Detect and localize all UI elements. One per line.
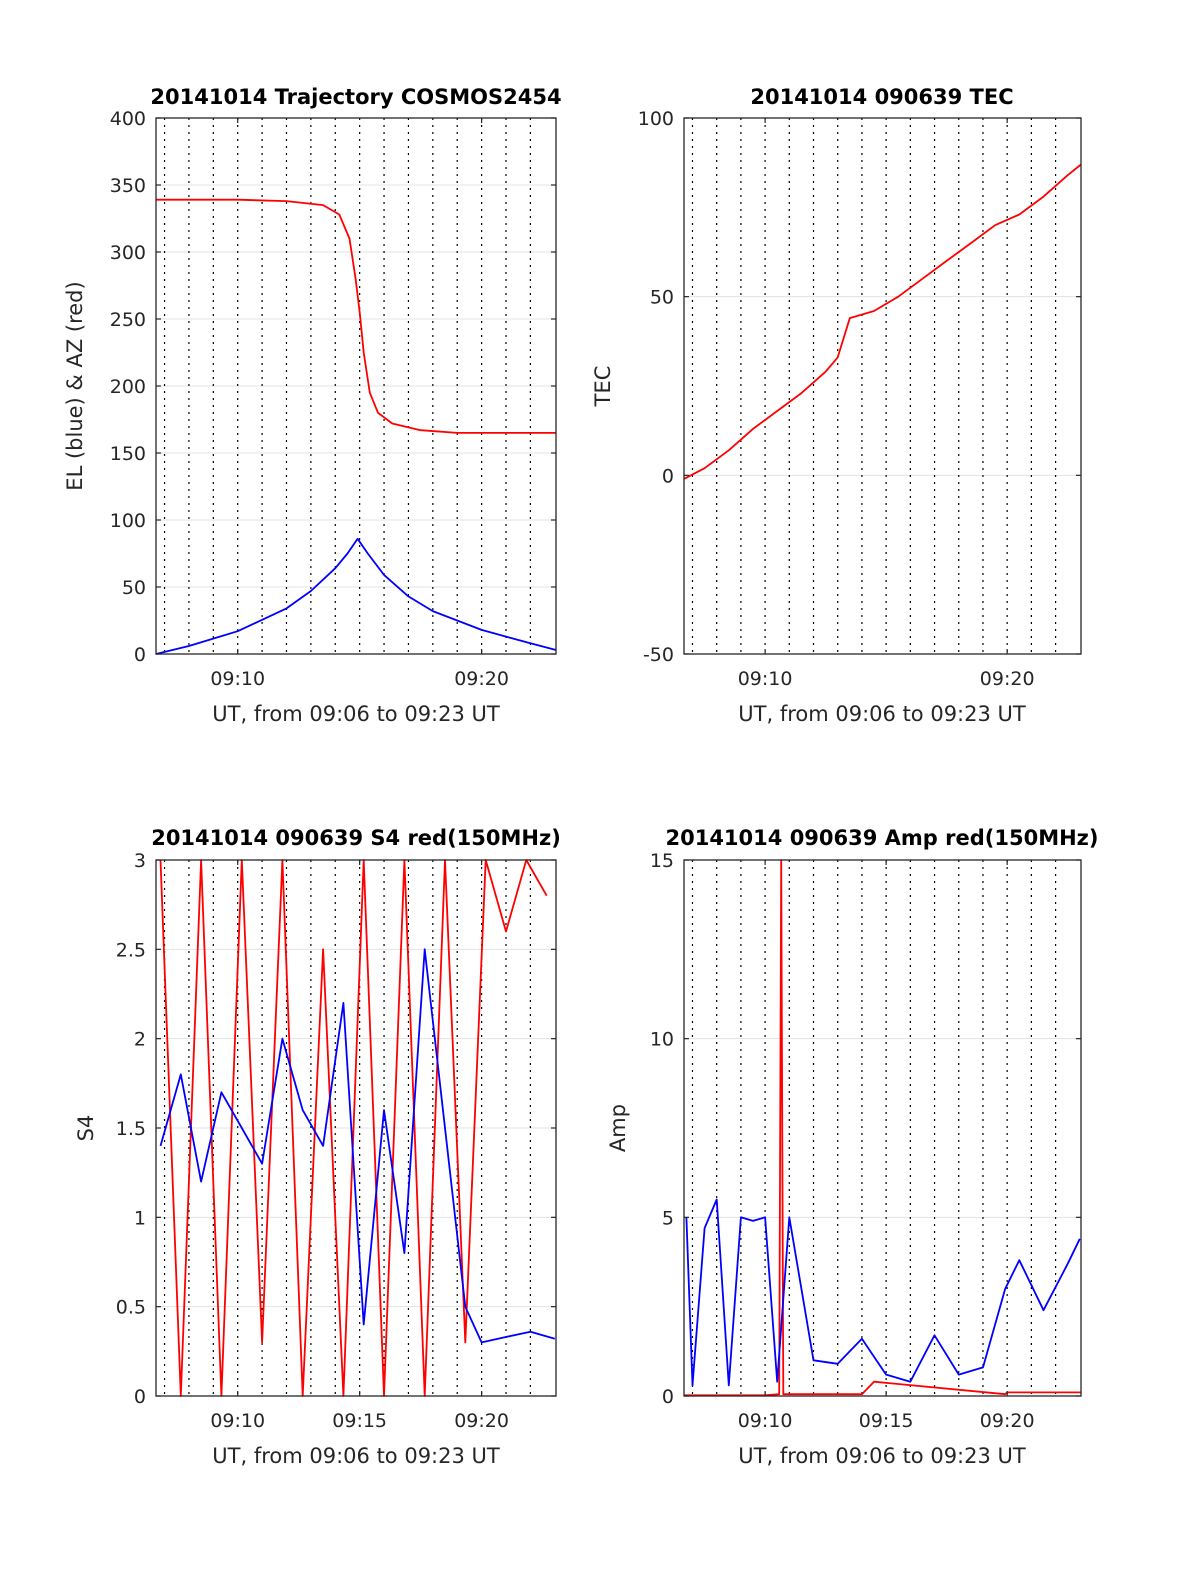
amp-ytick-label: 15 — [650, 850, 674, 872]
s4-series-0 — [159, 859, 548, 1397]
trajectory-ytick-label: 0 — [134, 644, 146, 666]
tec-chart-xlabel: UT, from 09:06 to 09:23 UT — [738, 702, 1026, 726]
s4-ytick-label: 0.5 — [116, 1297, 146, 1319]
amp-plot-background — [684, 860, 1081, 1396]
tec-axes-box — [683, 117, 1082, 655]
s4-ytick-label: 2 — [134, 1029, 146, 1051]
s4-chart-xlabel: UT, from 09:06 to 09:23 UT — [212, 1444, 500, 1468]
tec-ytick-label: 50 — [650, 287, 674, 309]
tec-ytick-label: 0 — [662, 465, 674, 487]
trajectory-chart-xlabel: UT, from 09:06 to 09:23 UT — [212, 702, 500, 726]
s4-ytick-label: 2.5 — [116, 939, 146, 961]
amp-ytick-label: 0 — [662, 1386, 674, 1408]
amp-axes-box — [683, 859, 1082, 1397]
s4-chart-title: 20141014 090639 S4 red(150MHz) — [151, 826, 561, 850]
trajectory-ytick-label: 400 — [110, 108, 146, 130]
trajectory-ytick-label: 150 — [110, 443, 146, 465]
trajectory-chart-title: 20141014 Trajectory COSMOS2454 — [150, 85, 561, 109]
trajectory-chart-ylabel: EL (blue) & AZ (red) — [63, 281, 87, 490]
trajectory-ytick-label: 250 — [110, 309, 146, 331]
tec-xtick-label: 09:20 — [980, 668, 1035, 690]
trajectory-series-1 — [156, 198, 556, 434]
tec-xtick-label: 09:10 — [738, 668, 793, 690]
amp-chart-ylabel: Amp — [606, 1104, 630, 1152]
trajectory-xtick-label: 09:20 — [454, 668, 509, 690]
amp-ytick-label: 5 — [662, 1207, 674, 1229]
amp-plot-area: 0 5 10 15 09:10 09:15 09:20 — [650, 850, 1082, 1432]
trajectory-ytick-label: 200 — [110, 376, 146, 398]
tec-ytick-label: -50 — [643, 644, 674, 666]
trajectory-ytick-label: 50 — [122, 577, 146, 599]
amp-xtick-label: 09:20 — [980, 1410, 1035, 1432]
tec-chart-title: 20141014 090639 TEC — [750, 85, 1013, 109]
tec-series-0 — [683, 163, 1082, 480]
amp-series-0 — [684, 859, 1081, 1397]
s4-plot-area: 0 0.5 1 1.5 2 2.5 3 09:10 09:15 09:20 — [116, 850, 557, 1432]
trajectory-ytick-label: 100 — [110, 510, 146, 532]
amp-chart: 20141014 090639 Amp red(150MHz) UT, from… — [606, 826, 1099, 1468]
trajectory-chart: 20141014 Trajectory COSMOS2454 UT, from … — [63, 85, 562, 726]
s4-ytick-label: 1.5 — [116, 1118, 146, 1140]
s4-xtick-label: 09:15 — [332, 1410, 387, 1432]
amp-chart-title: 20141014 090639 Amp red(150MHz) — [665, 826, 1098, 850]
s4-ytick-label: 1 — [134, 1207, 146, 1229]
trajectory-ytick-label: 350 — [110, 175, 146, 197]
amp-series-1 — [685, 1198, 1081, 1387]
s4-series-1 — [159, 948, 556, 1344]
s4-xtick-label: 09:20 — [454, 1410, 509, 1432]
amp-ytick-label: 10 — [650, 1029, 674, 1051]
tec-plot-background — [684, 118, 1081, 654]
s4-chart: 20141014 090639 S4 red(150MHz) UT, from … — [74, 826, 561, 1468]
trajectory-xtick-label: 09:10 — [210, 668, 265, 690]
amp-xtick-label: 09:10 — [738, 1410, 793, 1432]
trajectory-ytick-label: 300 — [110, 242, 146, 264]
tec-plot-area: -50 0 50 100 09:10 09:20 — [638, 108, 1082, 690]
s4-ytick-label: 0 — [134, 1386, 146, 1408]
s4-chart-ylabel: S4 — [74, 1115, 98, 1142]
amp-xtick-label: 09:15 — [859, 1410, 914, 1432]
tec-chart: 20141014 090639 TEC UT, from 09:06 to 09… — [591, 85, 1026, 726]
trajectory-series-0 — [155, 537, 557, 655]
s4-xtick-label: 09:10 — [210, 1410, 265, 1432]
amp-chart-xlabel: UT, from 09:06 to 09:23 UT — [738, 1444, 1026, 1468]
s4-ytick-label: 3 — [134, 850, 146, 872]
trajectory-plot-area: 0 50 100 150 200 250 300 350 400 09:10 09:20 — [110, 108, 557, 690]
tec-ytick-label: 100 — [638, 108, 674, 130]
tec-chart-ylabel: TEC — [591, 366, 615, 408]
